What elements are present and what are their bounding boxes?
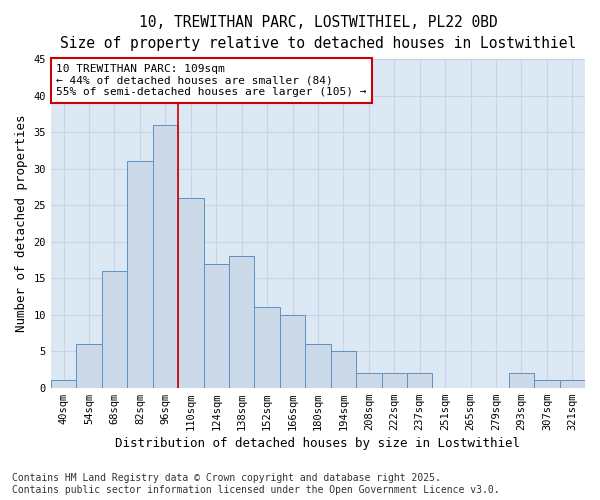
Bar	[178, 198, 203, 388]
Title: 10, TREWITHAN PARC, LOSTWITHIEL, PL22 0BD
Size of property relative to detached : 10, TREWITHAN PARC, LOSTWITHIEL, PL22 0B…	[60, 15, 576, 51]
Y-axis label: Number of detached properties: Number of detached properties	[15, 114, 28, 332]
Bar	[76, 344, 102, 388]
X-axis label: Distribution of detached houses by size in Lostwithiel: Distribution of detached houses by size …	[115, 437, 520, 450]
Bar	[127, 162, 152, 388]
Bar	[560, 380, 585, 388]
Text: 10 TREWITHAN PARC: 109sqm
← 44% of detached houses are smaller (84)
55% of semi-: 10 TREWITHAN PARC: 109sqm ← 44% of detac…	[56, 64, 367, 97]
Bar	[509, 373, 534, 388]
Bar	[280, 314, 305, 388]
Bar	[356, 373, 382, 388]
Bar	[331, 351, 356, 388]
Bar	[51, 380, 76, 388]
Bar	[534, 380, 560, 388]
Bar	[382, 373, 407, 388]
Bar	[229, 256, 254, 388]
Bar	[407, 373, 433, 388]
Bar	[203, 264, 229, 388]
Bar	[102, 271, 127, 388]
Bar	[152, 125, 178, 388]
Bar	[254, 308, 280, 388]
Bar	[305, 344, 331, 388]
Text: Contains HM Land Registry data © Crown copyright and database right 2025.
Contai: Contains HM Land Registry data © Crown c…	[12, 474, 500, 495]
